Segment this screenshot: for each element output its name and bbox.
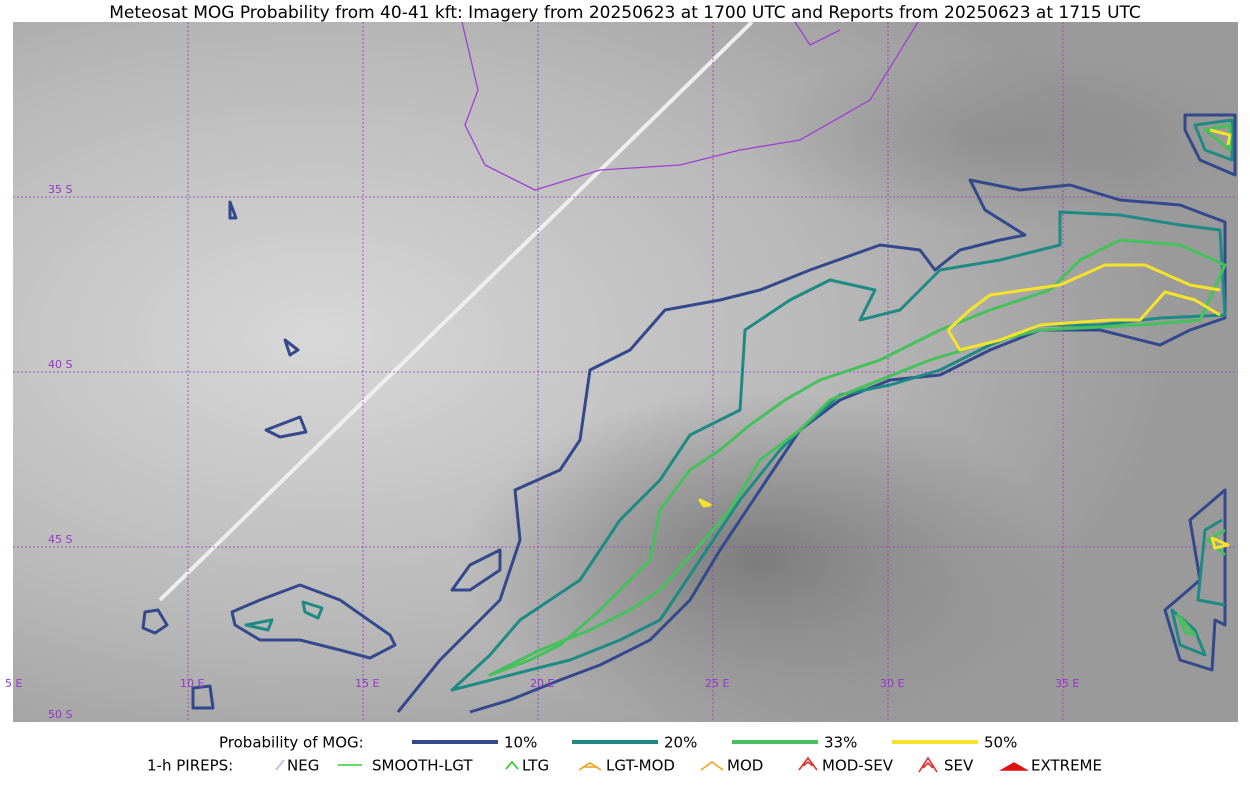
pirep-icon <box>918 756 938 773</box>
lon-label: 10 E <box>180 677 204 690</box>
contrail <box>158 20 754 602</box>
pirep-icon <box>578 762 602 771</box>
legend: Probability of MOG: 1-h PIREPS: 10% 20% 33… <box>147 734 1102 775</box>
lat-label: 35 S <box>48 183 72 196</box>
legend-label: 50% <box>984 734 1017 752</box>
legend-title: Probability of MOG: <box>219 734 364 752</box>
pirep-label: SEV <box>944 757 974 775</box>
pirep-label: MOD-SEV <box>822 757 894 775</box>
pirep-label: LGT-MOD <box>606 757 675 775</box>
pirep-icon <box>798 756 818 771</box>
contours <box>141 113 1237 714</box>
lon-label: 15 E <box>355 677 379 690</box>
lat-label: 50 S <box>48 708 72 721</box>
lat-label: 45 S <box>48 533 72 546</box>
coastline <box>461 21 919 191</box>
pirep-icon <box>505 760 519 770</box>
dark-area <box>740 50 1250 230</box>
lon-label: 30 E <box>880 677 904 690</box>
pirep-icon <box>999 762 1029 771</box>
lon-label: 20 E <box>530 677 554 690</box>
pirep-label: MOD <box>727 757 763 775</box>
pireps-title: 1-h PIREPS: <box>147 757 233 775</box>
legend-label: 10% <box>504 734 537 752</box>
lon-label: 5 E <box>5 677 22 690</box>
lon-label: 35 E <box>1055 677 1079 690</box>
legend-label: 33% <box>824 734 857 752</box>
pirep-label: LTG <box>522 757 549 775</box>
pirep-label: NEG <box>287 757 319 775</box>
pirep-label: EXTREME <box>1031 757 1102 775</box>
grid <box>13 22 1238 722</box>
lat-labels: 35 S 40 S 45 S 50 S <box>48 183 72 721</box>
map: 5 E 10 E 15 E 20 E 25 E 30 E 35 E 35 S 40 S 45 S… <box>5 20 1250 730</box>
legend-label: 20% <box>664 734 697 752</box>
pirep-icon <box>700 761 724 771</box>
title: Meteosat MOG Probability from 40-41 kft:… <box>109 3 1141 23</box>
lat-label: 40 S <box>48 358 72 371</box>
pirep-icon <box>275 759 285 771</box>
lon-label: 25 E <box>705 677 729 690</box>
pirep-label: SMOOTH-LGT <box>372 757 473 775</box>
coastline <box>794 21 841 46</box>
lon-labels: 5 E 10 E 15 E 20 E 25 E 30 E 35 E <box>5 677 1079 690</box>
